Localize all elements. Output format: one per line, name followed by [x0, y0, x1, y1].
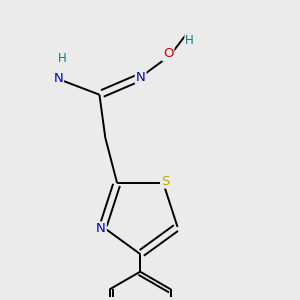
Text: N: N — [53, 73, 63, 85]
Text: S: S — [161, 175, 170, 188]
Text: O: O — [163, 47, 173, 60]
Text: N: N — [96, 222, 106, 236]
Text: N: N — [136, 70, 146, 83]
Text: H: H — [185, 34, 194, 47]
Text: H: H — [58, 52, 67, 65]
